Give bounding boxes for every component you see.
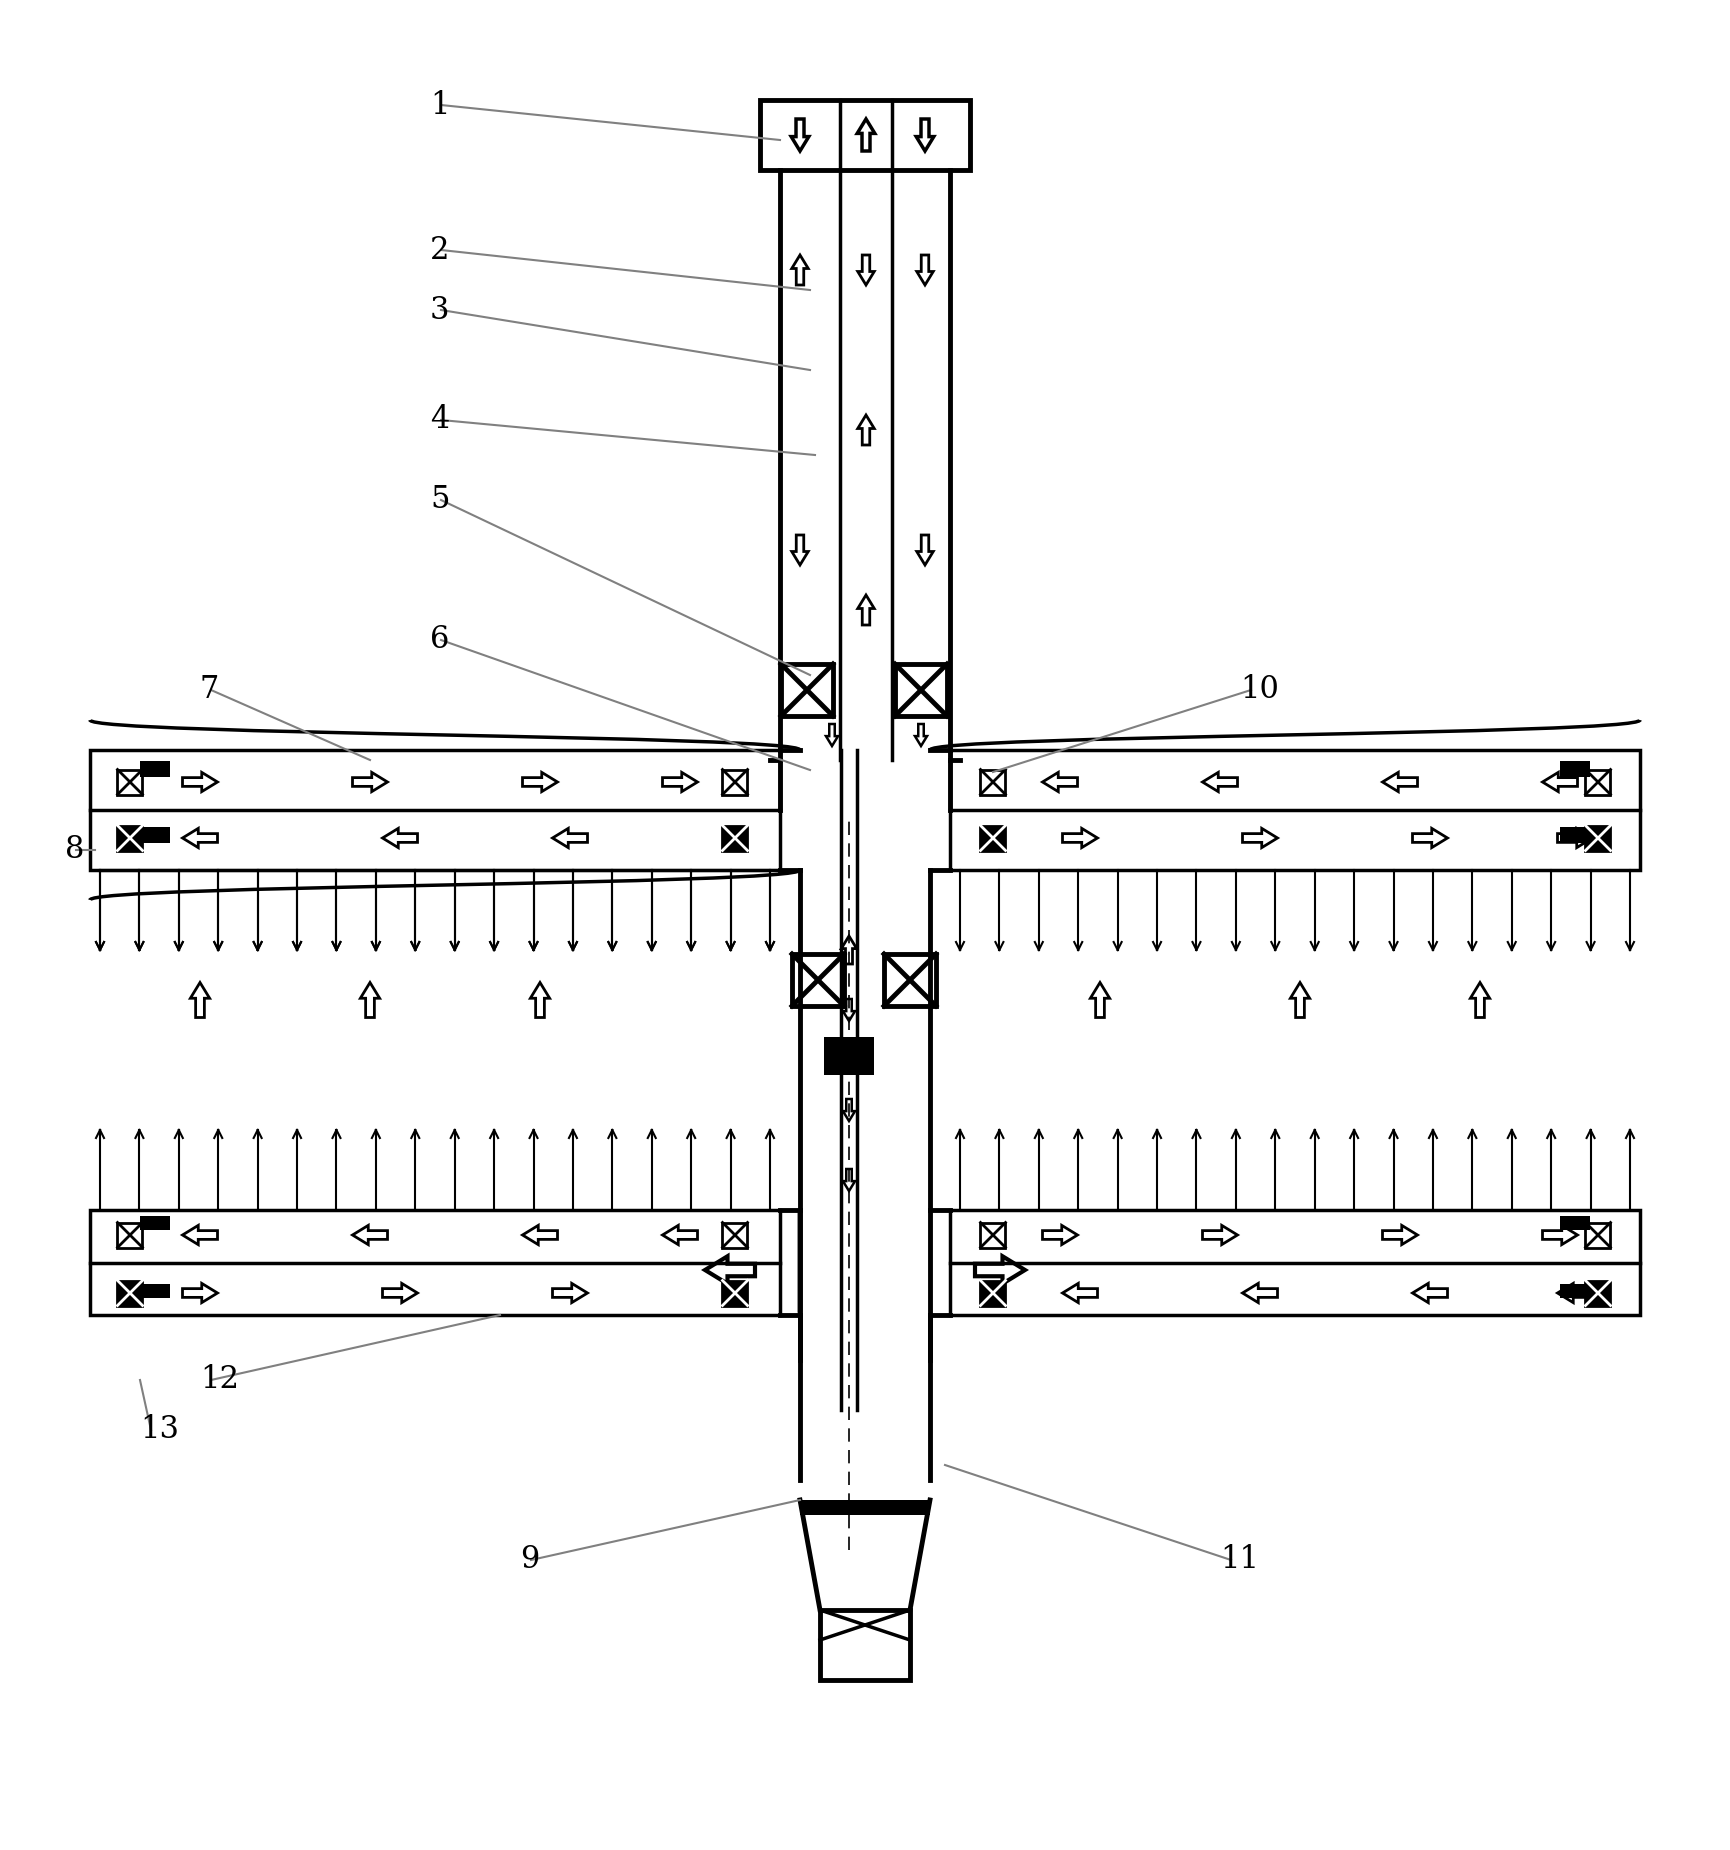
Bar (90, 749, 780, 869)
Bar (759, 100, 969, 170)
Bar (979, 825, 1005, 851)
Text: 2: 2 (429, 235, 450, 266)
Bar (792, 955, 844, 1006)
Bar (1559, 827, 1590, 844)
Text: 12: 12 (201, 1365, 239, 1395)
Bar (979, 1223, 1005, 1247)
Bar (140, 1284, 170, 1299)
Bar (1585, 770, 1609, 794)
Bar (1559, 1215, 1590, 1230)
Bar (894, 664, 946, 716)
Bar (780, 664, 832, 716)
Text: 8: 8 (66, 834, 85, 866)
Bar (118, 1280, 142, 1306)
Bar (721, 825, 747, 851)
Text: 3: 3 (429, 294, 450, 326)
Bar (721, 770, 747, 794)
Bar (799, 1500, 929, 1515)
Text: 7: 7 (201, 675, 220, 705)
Bar (884, 955, 936, 1006)
Text: 5: 5 (429, 485, 450, 516)
Text: 1: 1 (429, 89, 450, 120)
Bar (950, 1210, 1638, 1315)
Bar (979, 1280, 1005, 1306)
Text: 6: 6 (429, 625, 450, 655)
Text: 13: 13 (140, 1415, 178, 1445)
Bar (1585, 1280, 1609, 1306)
Bar (950, 749, 1638, 869)
Bar (820, 1610, 910, 1680)
Bar (1559, 760, 1590, 777)
Bar (1585, 825, 1609, 851)
Bar (979, 770, 1005, 794)
Bar (140, 1215, 170, 1230)
Bar (118, 770, 142, 794)
Bar (1585, 1223, 1609, 1247)
Bar (118, 1223, 142, 1247)
Text: 10: 10 (1239, 675, 1278, 705)
Bar (1559, 1284, 1590, 1299)
Bar (721, 1223, 747, 1247)
Text: 11: 11 (1220, 1545, 1258, 1576)
Text: 4: 4 (429, 405, 450, 435)
Bar (140, 760, 170, 777)
Bar (140, 827, 170, 844)
Bar (90, 1210, 780, 1315)
Text: 9: 9 (519, 1545, 540, 1576)
Bar (118, 825, 142, 851)
Bar (721, 1280, 747, 1306)
Bar (823, 1038, 874, 1075)
